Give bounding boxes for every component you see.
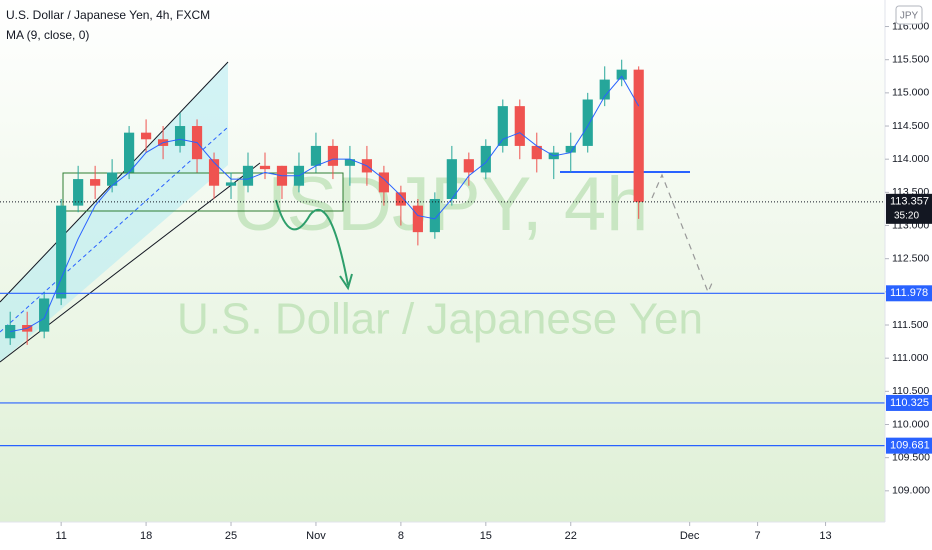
candle-body bbox=[225, 182, 237, 186]
candle-body bbox=[344, 159, 356, 166]
x-tick-label: Dec bbox=[680, 530, 700, 542]
candle-body bbox=[124, 132, 135, 173]
y-tick-label: 114.000 bbox=[892, 153, 929, 165]
x-tick-label: 13 bbox=[819, 530, 831, 542]
x-tick-label: 15 bbox=[480, 530, 492, 542]
currency-label[interactable]: JPY bbox=[900, 11, 919, 22]
arrow-head bbox=[339, 273, 353, 291]
candle-body bbox=[429, 198, 440, 233]
candle-body bbox=[497, 106, 508, 146]
candle-body bbox=[259, 165, 271, 170]
candle-body bbox=[616, 69, 627, 80]
plot-background bbox=[0, 0, 885, 522]
ma-line bbox=[10, 75, 640, 333]
level-label-bg bbox=[886, 285, 932, 302]
level-label: 109.681 bbox=[890, 440, 930, 452]
candle-body bbox=[327, 145, 339, 166]
candle-body bbox=[242, 165, 254, 186]
x-tick-label: 7 bbox=[755, 530, 761, 542]
candle-body bbox=[463, 159, 474, 173]
candle-body bbox=[531, 145, 542, 160]
currency-box[interactable] bbox=[895, 5, 923, 25]
x-tick-label: 11 bbox=[55, 530, 66, 542]
x-tick-label: Nov bbox=[306, 530, 326, 542]
watermark-subtitle: U.S. Dollar / Japanese Yen bbox=[177, 295, 703, 344]
y-axis-area bbox=[885, 0, 932, 550]
x-tick-label: 18 bbox=[140, 530, 152, 542]
last-price-label: 113.357 bbox=[890, 196, 929, 208]
candle-body bbox=[378, 172, 389, 193]
level-label-bg bbox=[886, 437, 932, 454]
candle-body bbox=[310, 145, 322, 166]
countdown-label: 35:20 bbox=[894, 210, 919, 221]
y-tick-label: 111.000 bbox=[892, 352, 929, 364]
x-tick-label: 22 bbox=[565, 530, 577, 542]
y-tick-label: 115.500 bbox=[892, 53, 929, 65]
y-tick-label: 110.500 bbox=[892, 385, 929, 397]
channel-mid bbox=[0, 126, 229, 333]
candle-body bbox=[174, 126, 186, 146]
level-label: 110.325 bbox=[890, 397, 929, 409]
candle-body bbox=[514, 106, 525, 146]
candle-body bbox=[395, 192, 406, 206]
indicator-label: MA (9, close, 0) bbox=[6, 28, 89, 42]
y-tick-label: 114.500 bbox=[892, 120, 929, 132]
last-price-bg bbox=[886, 193, 932, 224]
y-tick-label: 109.000 bbox=[892, 485, 930, 497]
candle-body bbox=[582, 99, 593, 146]
candle-body bbox=[480, 145, 491, 173]
y-tick-label: 111.500 bbox=[892, 319, 929, 331]
x-tick-label: 25 bbox=[225, 530, 237, 542]
level-label: 111.978 bbox=[890, 287, 928, 299]
candle-body bbox=[56, 205, 67, 299]
candle-body bbox=[140, 132, 152, 140]
candle-body bbox=[107, 172, 118, 186]
y-tick-label: 109.500 bbox=[892, 451, 930, 463]
level-label-bg bbox=[886, 394, 932, 411]
candle-body bbox=[633, 69, 644, 202]
projection bbox=[651, 173, 713, 294]
x-axis-area bbox=[0, 522, 885, 550]
candle-body bbox=[90, 179, 101, 186]
y-tick-label: 115.000 bbox=[892, 87, 929, 99]
candle-body bbox=[599, 79, 610, 100]
candle-body bbox=[446, 159, 457, 199]
candle-body bbox=[39, 298, 50, 332]
x-tick-label: 8 bbox=[398, 530, 404, 542]
candle-body bbox=[412, 205, 423, 233]
candle-body bbox=[208, 159, 220, 186]
candle-body bbox=[565, 145, 576, 153]
y-tick-label: 112.500 bbox=[892, 252, 929, 264]
chart-title: U.S. Dollar / Japanese Yen, 4h, FXCM bbox=[6, 8, 210, 22]
arrow bbox=[275, 199, 349, 286]
zone-box bbox=[62, 172, 344, 212]
candle-body bbox=[73, 179, 84, 206]
y-tick-label: 110.000 bbox=[892, 418, 929, 430]
